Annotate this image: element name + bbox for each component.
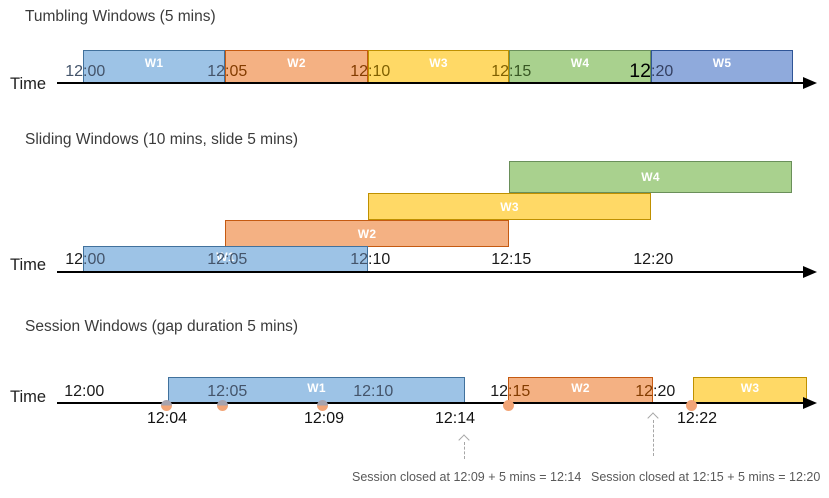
window-label: W3 xyxy=(429,56,448,70)
window-label: W5 xyxy=(712,56,732,70)
tumbling-window-w3: W3 xyxy=(368,50,509,83)
window-label: W3 xyxy=(740,381,760,395)
event-time-label: 12:04 xyxy=(146,410,188,427)
window-label: W3 xyxy=(500,200,519,214)
sliding-section-title: Sliding Windows (10 mins, slide 5 mins) xyxy=(25,131,299,148)
window-label: W4 xyxy=(641,170,660,184)
axis-arrowhead-icon xyxy=(803,266,817,278)
event-dot xyxy=(503,400,514,411)
tumbling-window-w1: W1 xyxy=(83,50,225,83)
event-time-label: 12:14 xyxy=(434,410,476,427)
window-label: W2 xyxy=(287,56,306,70)
window-label: W1 xyxy=(144,56,164,70)
event-dot xyxy=(161,400,172,411)
event-dot xyxy=(317,400,328,411)
window-label: W1 xyxy=(307,381,326,395)
event-dot xyxy=(686,400,697,411)
sliding-window-w3: W3 xyxy=(368,193,651,220)
time-axis-label: Time xyxy=(10,256,47,274)
event-time-label: 12:22 xyxy=(676,410,718,427)
time-axis-line xyxy=(57,271,805,273)
session-close-arrow-icon xyxy=(458,434,470,459)
axis-arrowhead-icon xyxy=(803,77,817,89)
sliding-window-w2: W2 xyxy=(225,220,509,247)
session-close-annotation: Session closed at 12:09 + 5 mins = 12:14 xyxy=(352,470,582,484)
time-axis-line xyxy=(57,402,805,404)
time-axis-label: Time xyxy=(10,388,47,406)
session-close-arrow-icon xyxy=(647,412,659,456)
tumbling-window-w5: W5 xyxy=(651,50,793,83)
sliding-window-w4: W4 xyxy=(509,161,792,193)
session-section-title: Session Windows (gap duration 5 mins) xyxy=(25,318,299,335)
window-label: W2 xyxy=(357,227,377,241)
time-axis-line xyxy=(57,82,805,84)
time-axis-label: Time xyxy=(10,75,47,93)
event-time-label: 12:09 xyxy=(303,410,345,427)
session-window-w3: W3 xyxy=(693,377,807,403)
window-label: W4 xyxy=(570,56,590,70)
window-label: W1 xyxy=(216,250,235,264)
tumbling-section-title: Tumbling Windows (5 mins) xyxy=(25,8,216,25)
event-dot xyxy=(217,400,228,411)
window-label: W2 xyxy=(571,381,590,395)
axis-arrowhead-icon xyxy=(803,397,817,409)
session-close-annotation: Session closed at 12:15 + 5 mins = 12:20 xyxy=(591,470,821,484)
